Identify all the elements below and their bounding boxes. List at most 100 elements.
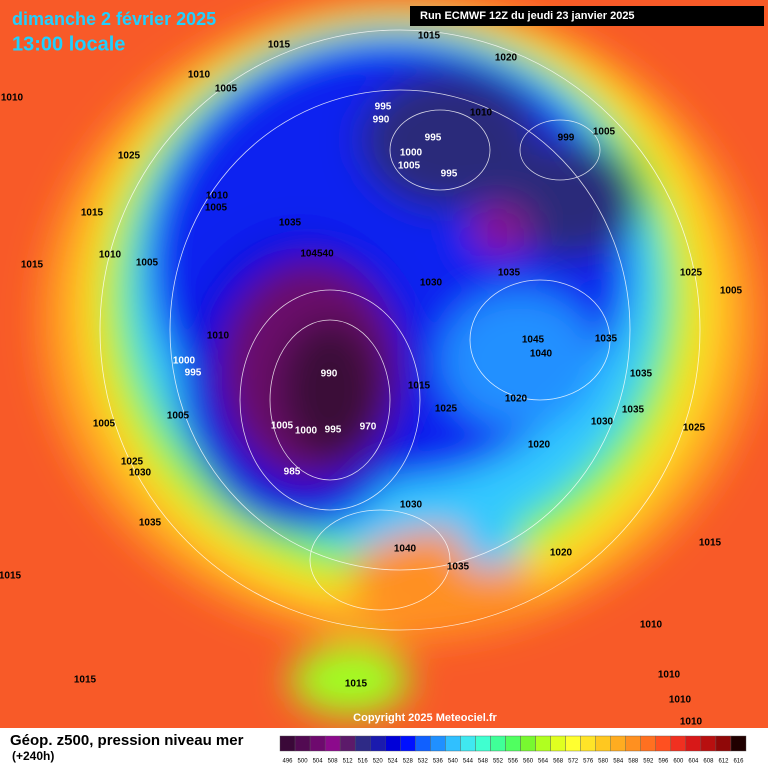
legend-label: 512 [343, 759, 354, 765]
isobar-labels: 1015 1015 1020 1010 1005 1010 1025 995 990 1010 99… [0, 31, 743, 728]
isobar-label: 1005 [93, 419, 116, 430]
isobar-label: 1010 [680, 717, 703, 728]
isobar-label: 1035 [139, 518, 162, 529]
isobar-label: 990 [321, 369, 338, 380]
legend-swatch [625, 735, 641, 752]
legend-swatch [490, 735, 506, 752]
legend-label: 580 [598, 759, 609, 765]
isobar-label: 1015 [81, 208, 104, 219]
isobar-label: 990 [373, 115, 390, 126]
footer-lead: (+240h) [12, 749, 54, 763]
legend-swatch [415, 735, 431, 752]
legend-swatch [535, 735, 551, 752]
isobar-label: 1035 [630, 369, 653, 380]
isobar-label: 995 [185, 368, 202, 379]
isobar-label: 1010 [206, 191, 229, 202]
isobar-label: 1035 [447, 562, 470, 573]
isobar-label: 1025 [680, 268, 703, 279]
isobar-label: 1010 [640, 620, 663, 631]
legend-swatch [550, 735, 566, 752]
legend-swatch [460, 735, 476, 752]
isobar-label: 970 [360, 422, 377, 433]
isobar-label: 1005 [593, 127, 616, 138]
legend-swatch [700, 735, 717, 752]
time: 13:00 locale [12, 33, 125, 55]
legend-swatch [670, 735, 687, 752]
isobar-label: 1015 [345, 679, 368, 690]
isobar-label: 1020 [495, 53, 518, 64]
isobar-label: 1000 [295, 426, 318, 437]
isobar-label: 1015 [21, 260, 44, 271]
legend-swatch [309, 735, 326, 752]
legend-swatch [294, 735, 311, 752]
legend-label: 504 [313, 759, 324, 765]
legend-label: 516 [358, 759, 369, 765]
legend-label: 500 [298, 759, 309, 765]
isobar-label: 1020 [550, 548, 573, 559]
legend-swatch [385, 735, 401, 752]
isobar-label: 1005 [136, 258, 159, 269]
legend-swatch [655, 735, 672, 752]
isobar-label: 1040 [530, 349, 553, 360]
isobar-label: 1035 [498, 268, 521, 279]
legend-swatch [610, 735, 626, 752]
isobar-label: 995 [325, 425, 342, 436]
isobar-label: 1035 [595, 334, 618, 345]
isobar-label: 1000 [173, 356, 196, 367]
legend-label: 592 [643, 759, 654, 765]
legend-swatch [324, 735, 341, 752]
legend-label: 616 [733, 759, 744, 765]
isobar-label: 1010 [207, 331, 230, 342]
isobar-label: 104540 [300, 249, 334, 260]
isobar-label: 1010 [669, 695, 692, 706]
isobar-label: 1040 [394, 544, 417, 555]
isobar-label: 1030 [420, 278, 443, 289]
isobar-label: 1030 [591, 417, 614, 428]
isobar-label: 1010 [470, 108, 493, 119]
legend-label: 520 [373, 759, 384, 765]
legend-label: 536 [433, 759, 444, 765]
legend-swatch [400, 735, 416, 752]
isobar-label: 995 [441, 169, 458, 180]
date: dimanche 2 février 2025 [12, 9, 216, 29]
footer-title: Géop. z500, pression niveau mer [10, 732, 244, 749]
legend-swatch [520, 735, 536, 752]
copyright: Copyright 2025 Meteociel.fr [353, 712, 497, 724]
legend-swatch [339, 735, 356, 752]
isobar-label: 1005 [271, 421, 294, 432]
legend-label: 604 [688, 759, 699, 765]
run-box [410, 6, 764, 26]
run-info: Run ECMWF 12Z du jeudi 23 janvier 2025 [420, 10, 635, 22]
legend-swatch [475, 735, 491, 752]
legend-label: 540 [448, 759, 459, 765]
isobar-label: 1025 [435, 404, 458, 415]
isobar-label: 1025 [683, 423, 706, 434]
isobar-label: 999 [558, 133, 575, 144]
legend-swatch [354, 735, 371, 752]
legend-swatch [369, 735, 386, 752]
isobar-label: 1015 [0, 571, 22, 582]
isobar-label: 995 [375, 102, 392, 113]
legend-swatch [565, 735, 581, 752]
legend-swatch [730, 735, 747, 752]
isobar-label: 1045 [522, 335, 545, 346]
legend-label: 612 [718, 759, 729, 765]
isobar-label: 995 [425, 133, 442, 144]
legend-label: 600 [673, 759, 684, 765]
legend-label: 496 [283, 759, 294, 765]
legend-swatch [580, 735, 596, 752]
legend-swatch [505, 735, 521, 752]
isobar-label: 1015 [408, 381, 431, 392]
legend-label: 608 [703, 759, 714, 765]
legend-label: 588 [628, 759, 639, 765]
legend-swatch [640, 735, 657, 752]
isobar-label: 1010 [99, 250, 122, 261]
isobar-label: 1025 [118, 151, 141, 162]
isobar-label: 985 [284, 467, 301, 478]
legend-swatch [445, 735, 461, 752]
legend-label: 584 [613, 759, 624, 765]
isobar-label: 1020 [505, 394, 528, 405]
legend-label: 568 [553, 759, 564, 765]
isobar-label: 1010 [188, 70, 211, 81]
